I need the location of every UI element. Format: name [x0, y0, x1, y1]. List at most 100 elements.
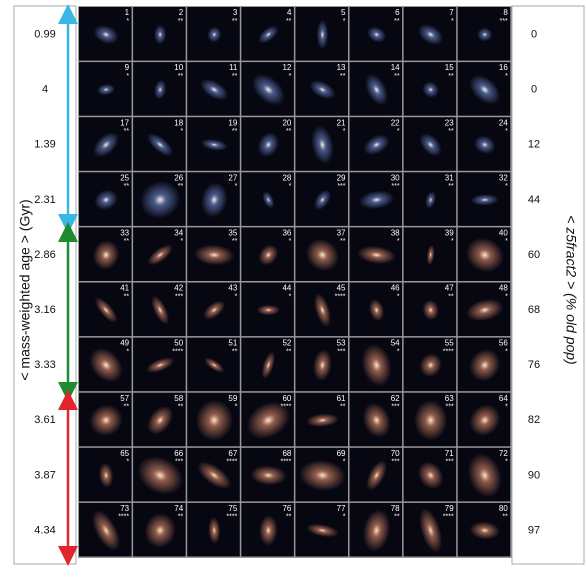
cell-stars: ****: [226, 514, 237, 521]
cell-number: 22: [391, 118, 400, 127]
galaxy-image: [147, 133, 174, 157]
cell-stars: *: [451, 18, 454, 25]
right-label: 68: [528, 304, 540, 316]
cell-stars: **: [124, 404, 130, 411]
cell-number: 47: [445, 284, 454, 293]
cell-stars: **: [448, 128, 454, 135]
galaxy-image: [262, 191, 275, 209]
left-label: 4.34: [34, 524, 55, 536]
cell-number: 11: [229, 63, 238, 72]
cell-number: 49: [120, 339, 129, 348]
cell-stars: ****: [335, 293, 346, 300]
cell-number: 3: [233, 8, 238, 17]
galaxy-image: [250, 465, 287, 486]
cell-number: 77: [337, 504, 346, 513]
cell-number: 24: [499, 118, 508, 127]
cell-stars: *: [343, 128, 346, 135]
galaxy-image: [474, 135, 496, 154]
cell-stars: **: [178, 404, 184, 411]
cell-stars: **: [178, 73, 184, 80]
cell-number: 71: [445, 449, 454, 458]
cell-number: 74: [174, 504, 183, 513]
right-label: 76: [528, 359, 540, 371]
cell-stars: ****: [280, 404, 291, 411]
galaxy-image: [197, 461, 232, 490]
left-label: 3.87: [34, 469, 55, 481]
galaxy-image: [465, 237, 504, 273]
galaxy-image: [147, 244, 173, 266]
cell-stars: *: [289, 238, 292, 245]
cell-stars: **: [232, 128, 238, 135]
cell-number: 12: [282, 63, 291, 72]
left-label: 2.86: [34, 249, 55, 261]
galaxy-image: [426, 244, 435, 266]
galaxy-image: [93, 25, 119, 45]
cell-number: 23: [445, 118, 454, 127]
cell-stars: **: [502, 514, 508, 521]
cell-stars: *: [289, 73, 292, 80]
galaxy-image: [311, 125, 334, 165]
cell-stars: *: [343, 18, 346, 25]
galaxy-image: [299, 459, 346, 491]
galaxy-image: [261, 351, 275, 379]
galaxy-image: [362, 509, 391, 552]
cell-stars: *: [451, 238, 454, 245]
galaxy-image: [425, 191, 437, 209]
cell-number: 41: [120, 284, 129, 293]
galaxy-image: [417, 461, 444, 490]
cell-number: 33: [120, 229, 129, 238]
galaxy-image: [146, 357, 175, 373]
galaxy-image: [422, 81, 439, 98]
cell-number: 70: [391, 449, 400, 458]
cell-stars: **: [340, 73, 346, 80]
cell-stars: *: [180, 128, 183, 135]
cell-stars: ***: [391, 183, 399, 190]
galaxy-image: [467, 453, 502, 498]
cell-stars: *: [397, 128, 400, 135]
galaxy-image: [140, 180, 181, 219]
galaxy-image: [94, 189, 118, 211]
cell-stars: **: [124, 183, 130, 190]
right-label: 0: [531, 84, 537, 96]
cell-stars: **: [178, 183, 184, 190]
cell-stars: **: [124, 128, 130, 135]
cell-stars: *: [289, 293, 292, 300]
cell-number: 31: [445, 173, 454, 182]
cell-number: 27: [228, 173, 237, 182]
cell-stars: *: [505, 404, 508, 411]
galaxy-image: [414, 400, 448, 441]
cell-number: 6: [395, 8, 400, 17]
cell-number: 67: [228, 449, 237, 458]
cell-number: 64: [499, 394, 508, 403]
right-label: 97: [528, 524, 540, 536]
galaxy-image: [194, 244, 235, 266]
cell-number: 79: [445, 504, 454, 513]
cell-number: 20: [282, 118, 291, 127]
cell-number: 19: [228, 118, 237, 127]
galaxy-image: [314, 293, 331, 327]
cell-stars: ***: [337, 348, 345, 355]
cell-stars: ***: [175, 293, 183, 300]
galaxy-image: [316, 19, 329, 50]
cell-stars: ****: [118, 514, 129, 521]
cell-stars: **: [394, 514, 400, 521]
cell-stars: ***: [175, 459, 183, 466]
cell-number: 13: [337, 63, 346, 72]
cell-stars: *: [505, 128, 508, 135]
cell-stars: *: [235, 293, 238, 300]
galaxy-image: [419, 133, 442, 157]
galaxy-image: [470, 194, 499, 206]
cell-stars: *: [235, 183, 238, 190]
galaxy-image: [365, 74, 388, 106]
cells: 1*2**3**4**5*6**7*8***9*10**11**12*13**1…: [79, 7, 511, 557]
right-label: 0: [531, 28, 537, 40]
right-title: < z5fract2 > (% old pop): [563, 215, 579, 364]
galaxy-image: [466, 299, 504, 322]
galaxy-image: [361, 344, 392, 387]
left-label: 2.31: [34, 194, 55, 206]
cell-number: 32: [499, 173, 508, 182]
cell-number: 56: [499, 339, 508, 348]
galaxy-image: [422, 299, 439, 321]
cell-stars: ****: [443, 514, 454, 521]
